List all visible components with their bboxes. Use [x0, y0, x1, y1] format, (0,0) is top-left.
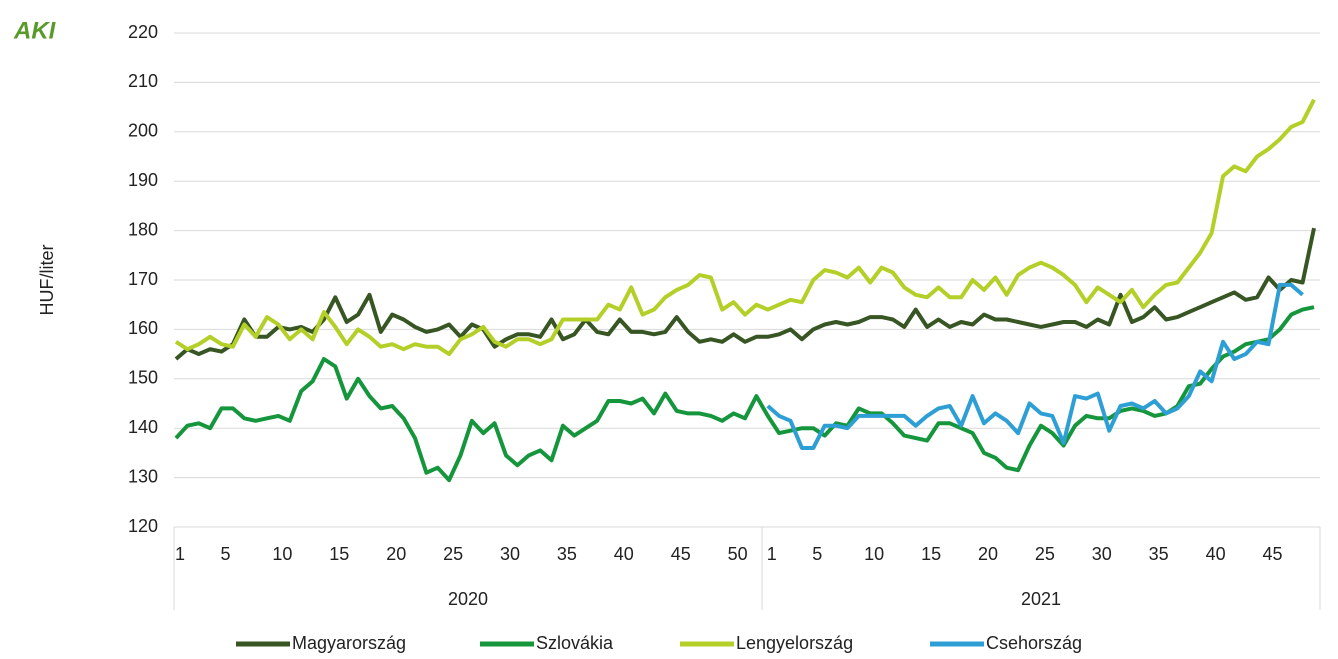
x-tick-label: 15 — [329, 544, 349, 564]
y-tick-label: 210 — [128, 71, 158, 91]
x-tick-label: 45 — [1262, 544, 1282, 564]
x-tick-label: 25 — [443, 544, 463, 564]
x-tick-label: 20 — [978, 544, 998, 564]
y-tick-label: 120 — [128, 516, 158, 536]
group-label: 2020 — [448, 589, 488, 609]
x-tick-label: 20 — [386, 544, 406, 564]
y-tick-label: 180 — [128, 219, 158, 239]
logo: AKI — [13, 17, 57, 44]
x-tick-label: 40 — [614, 544, 634, 564]
x-tick-label: 1 — [175, 544, 185, 564]
legend-label: Csehország — [986, 633, 1082, 653]
y-tick-label: 130 — [128, 466, 158, 486]
x-tick-label: 45 — [671, 544, 691, 564]
y-tick-label: 170 — [128, 269, 158, 289]
x-tick-label: 5 — [221, 544, 231, 564]
y-tick-label: 150 — [128, 368, 158, 388]
legend-label: Szlovákia — [536, 633, 614, 653]
series-line — [766, 282, 1304, 450]
legend-label: Magyarország — [292, 633, 406, 653]
series-line — [174, 227, 1316, 361]
x-tick-label: 35 — [557, 544, 577, 564]
x-tick-label: 10 — [272, 544, 292, 564]
series-line — [174, 98, 1316, 357]
y-tick-label: 140 — [128, 417, 158, 437]
group-label: 2021 — [1021, 589, 1061, 609]
x-tick-label: 25 — [1035, 544, 1055, 564]
x-tick-label: 5 — [812, 544, 822, 564]
x-tick-label: 10 — [864, 544, 884, 564]
y-tick-label: 200 — [128, 121, 158, 141]
x-tick-label: 50 — [728, 544, 748, 564]
x-tick-label: 15 — [921, 544, 941, 564]
x-tick-label: 1 — [767, 544, 777, 564]
y-tick-label: 190 — [128, 170, 158, 190]
y-tick-label: 220 — [128, 22, 158, 42]
legend-label: Lengyelország — [736, 633, 853, 653]
x-tick-label: 30 — [500, 544, 520, 564]
y-tick-label: 160 — [128, 318, 158, 338]
y-axis-label: HUF/liter — [37, 244, 57, 315]
series-line — [174, 305, 1315, 483]
x-tick-label: 30 — [1092, 544, 1112, 564]
x-tick-label: 40 — [1206, 544, 1226, 564]
x-tick-label: 35 — [1149, 544, 1169, 564]
